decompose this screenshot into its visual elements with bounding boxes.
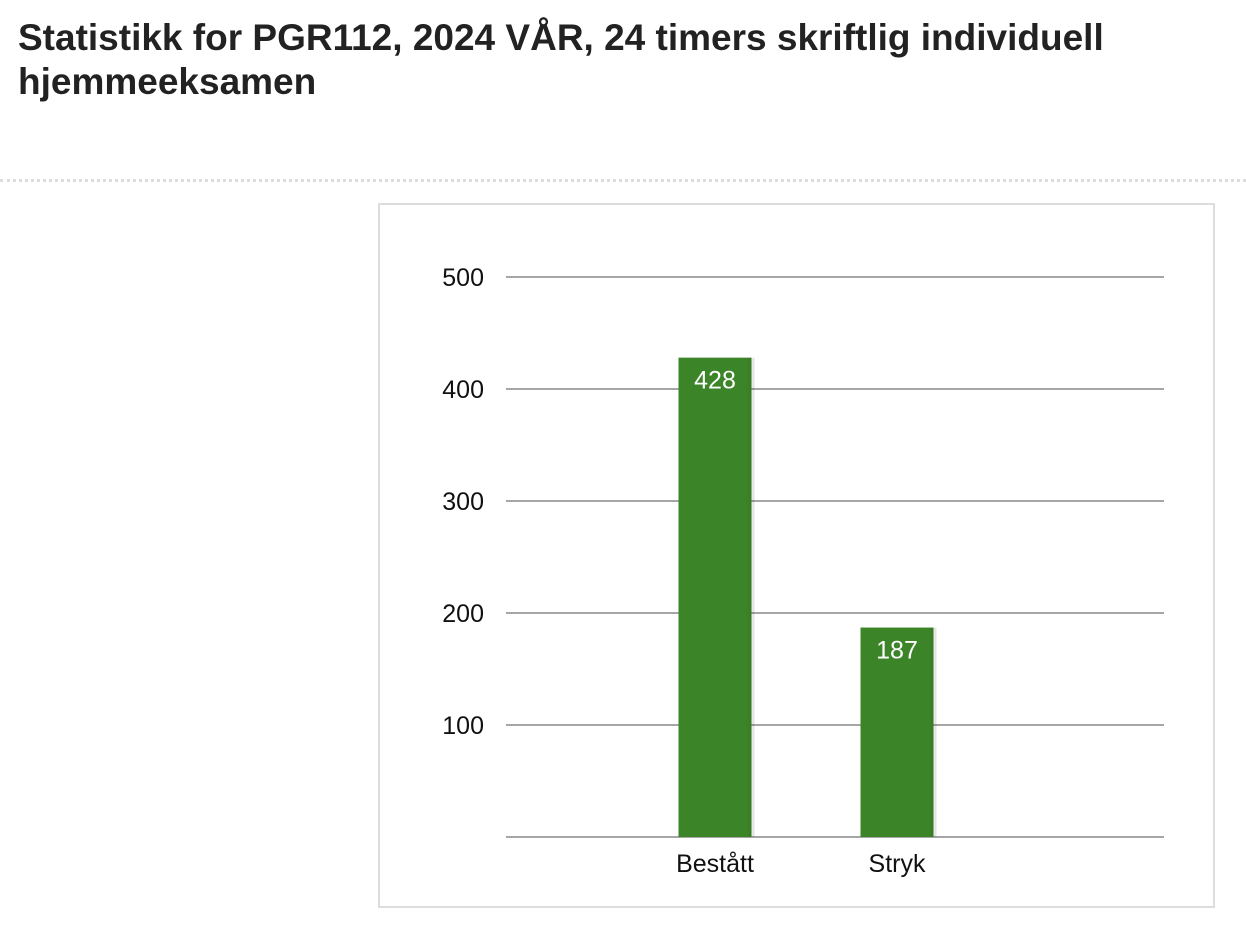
y-tick-label: 500 — [442, 264, 484, 292]
bar-shadow — [860, 627, 937, 837]
bars — [678, 357, 937, 837]
chart-container: 100 200 300 400 500 Bestått Stryk 428 187 — [378, 203, 1215, 908]
data-labels: 428 187 — [694, 367, 918, 665]
y-tick-label: 200 — [442, 600, 484, 628]
bar-value-label: 187 — [876, 637, 918, 665]
y-tick-label: 300 — [442, 488, 484, 516]
section-divider — [0, 179, 1246, 182]
x-axis-ticks: Bestått Stryk — [676, 850, 926, 878]
bar-chart: 100 200 300 400 500 Bestått Stryk 428 187 — [442, 264, 1164, 878]
bar-value-label: 428 — [694, 367, 736, 395]
y-tick-label: 100 — [442, 712, 484, 740]
bar-shadow — [678, 357, 755, 837]
x-tick-label: Stryk — [869, 850, 926, 878]
x-tick-label: Bestått — [676, 850, 754, 878]
y-tick-label: 400 — [442, 376, 484, 404]
page-title: Statistikk for PGR112, 2024 VÅR, 24 time… — [18, 17, 1104, 102]
gridlines — [506, 276, 1164, 838]
y-axis-ticks: 100 200 300 400 500 — [442, 264, 484, 740]
